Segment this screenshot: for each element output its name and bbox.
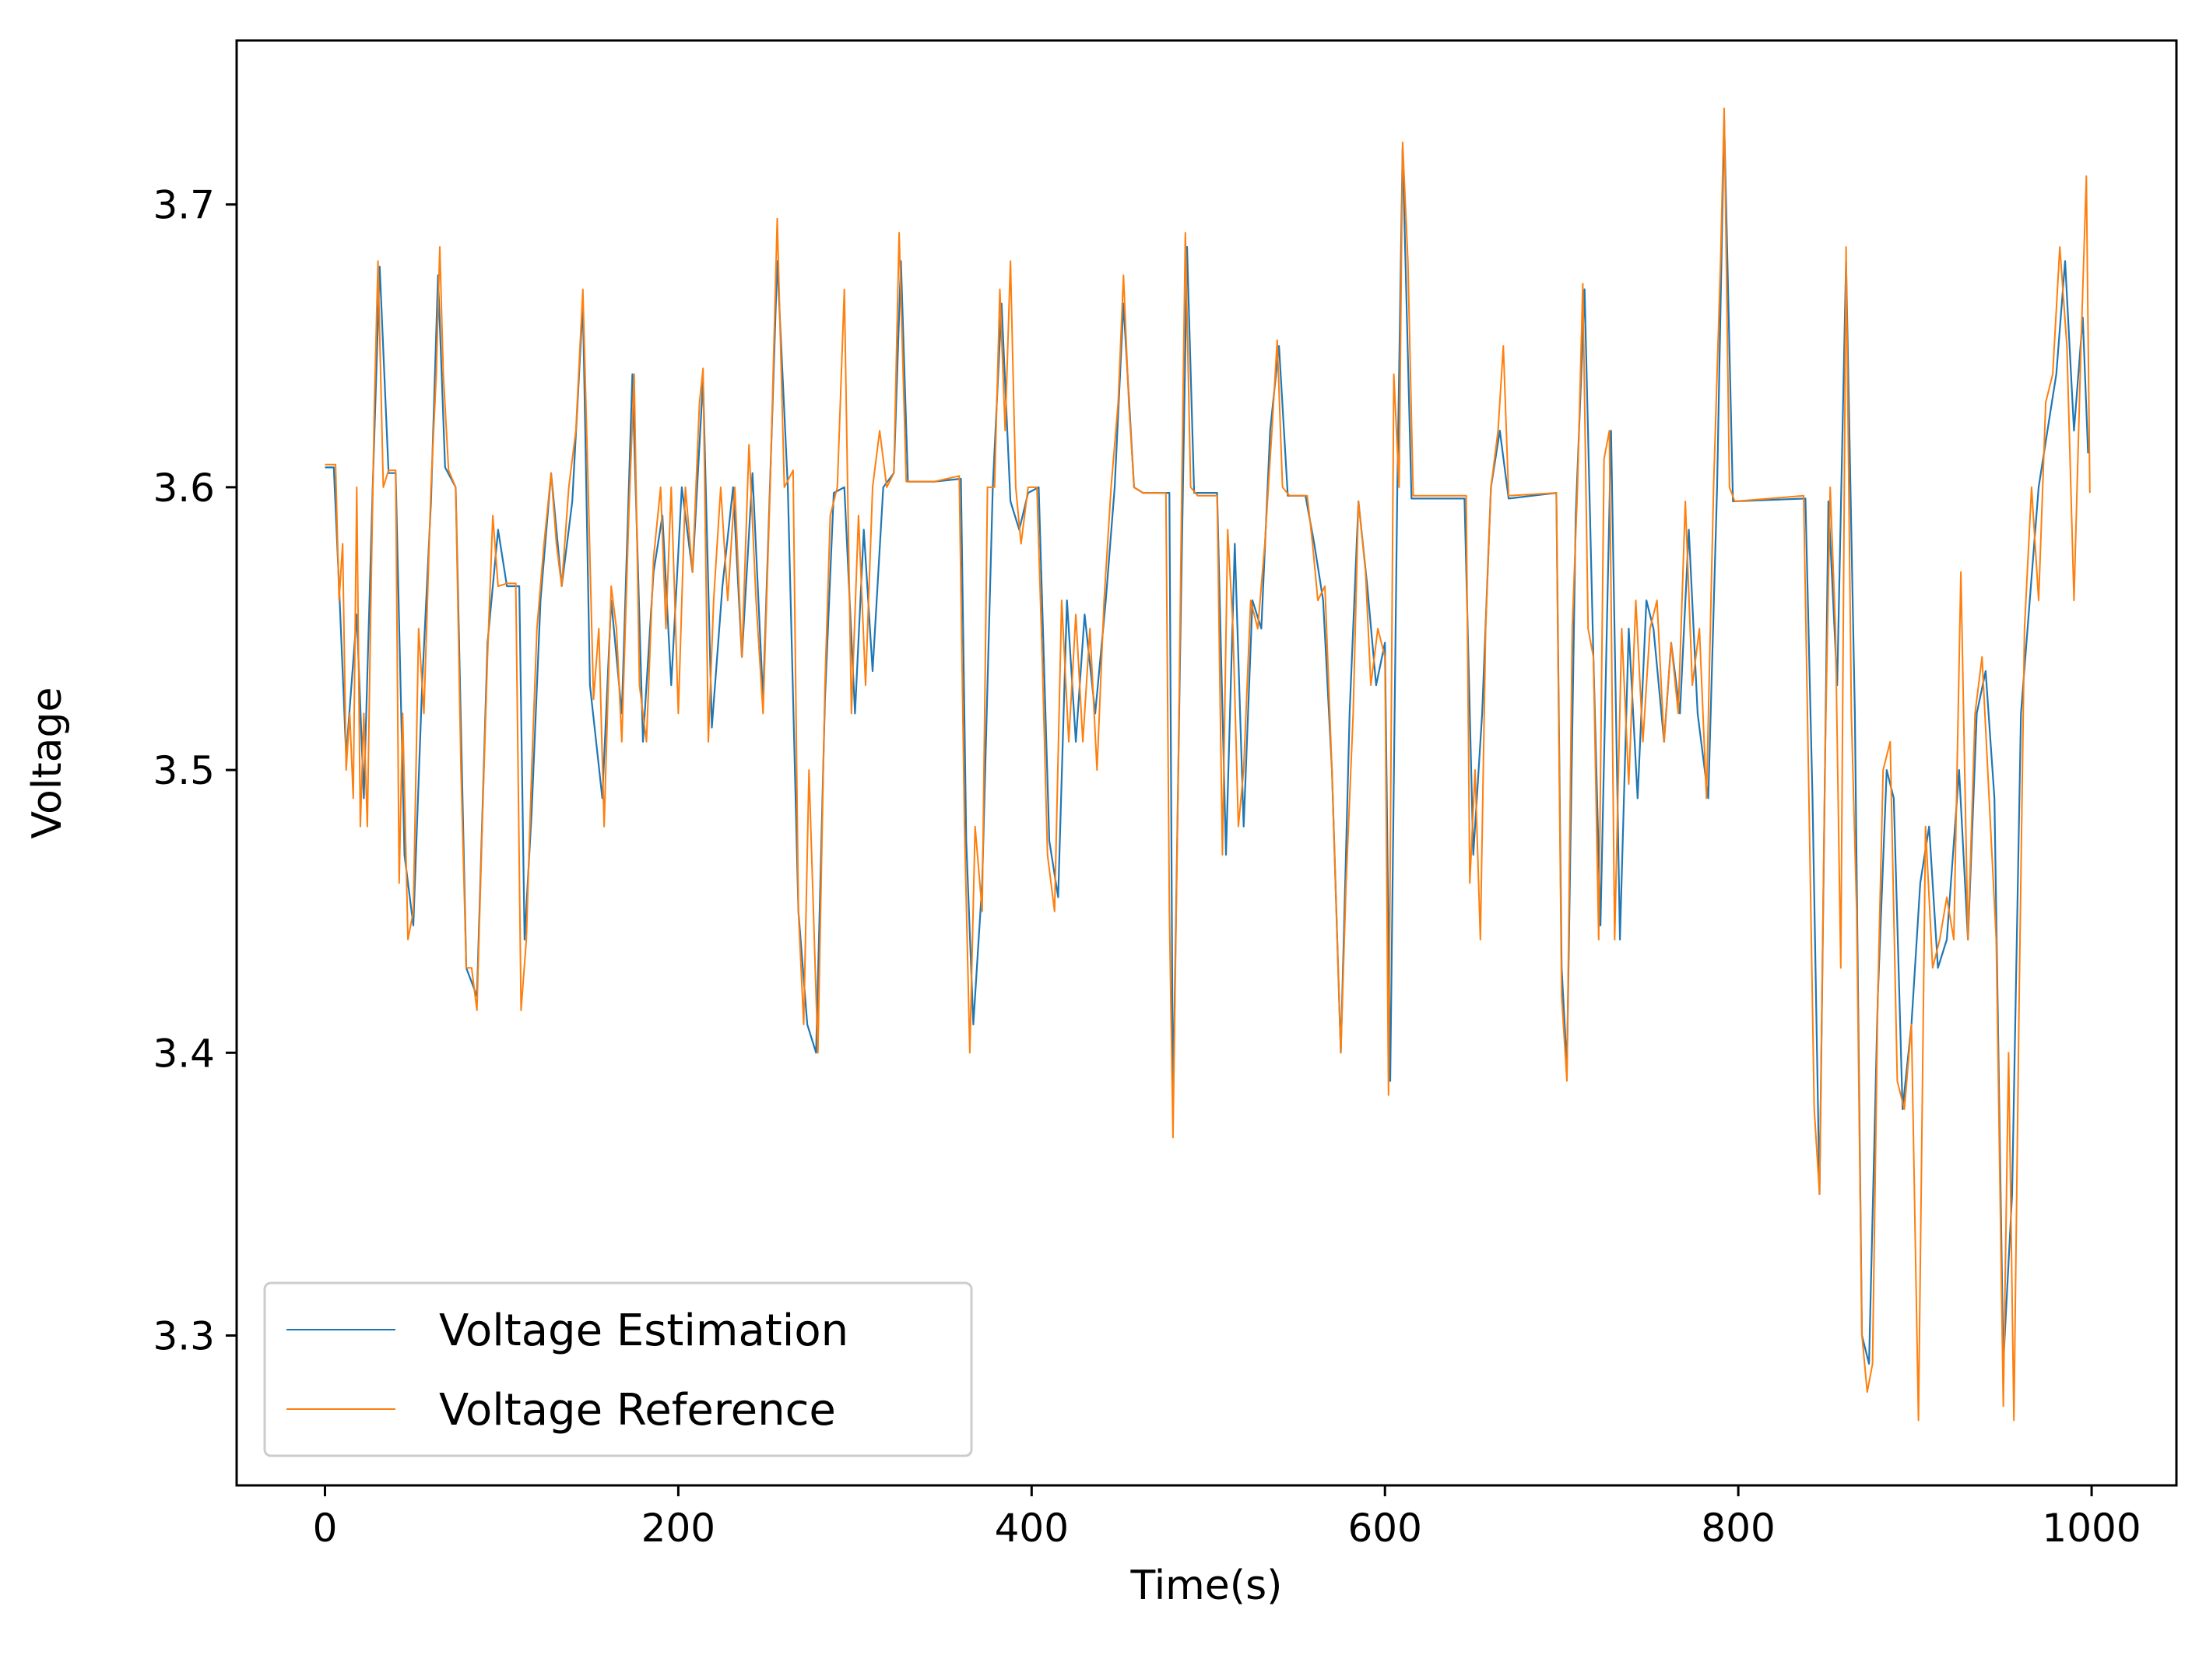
y-tick-label: 3.5 — [153, 748, 215, 793]
x-tick-label: 800 — [1701, 1506, 1775, 1551]
y-tick-label: 3.3 — [153, 1313, 215, 1358]
x-tick-label: 200 — [641, 1506, 715, 1551]
legend-entry-voltage-estimation: Voltage Estimation — [439, 1306, 848, 1356]
plot-frame — [235, 39, 2178, 1487]
y-tick-label: 3.6 — [153, 466, 215, 511]
x-tick-label: 400 — [995, 1506, 1069, 1551]
legend-entry-voltage-reference: Voltage Reference — [439, 1385, 836, 1436]
series-line-voltage-reference — [325, 107, 2091, 1422]
y-axis-label: Voltage — [24, 687, 71, 838]
y-tick-label: 3.4 — [153, 1031, 215, 1076]
x-tick-label: 1000 — [2042, 1506, 2141, 1551]
y-axis: 3.3 3.4 3.5 3.6 3.7 — [153, 183, 237, 1358]
x-tick-label: 0 — [313, 1506, 338, 1551]
y-tick-label: 3.7 — [153, 183, 215, 228]
legend: Voltage Estimation Voltage Reference — [263, 1281, 973, 1457]
series-layer — [325, 107, 2091, 1422]
x-axis-label: Time(s) — [1130, 1562, 1283, 1609]
x-tick-label: 600 — [1348, 1506, 1422, 1551]
x-axis: 0 200 400 600 800 1000 — [313, 1485, 2141, 1551]
legend-box — [263, 1281, 973, 1457]
